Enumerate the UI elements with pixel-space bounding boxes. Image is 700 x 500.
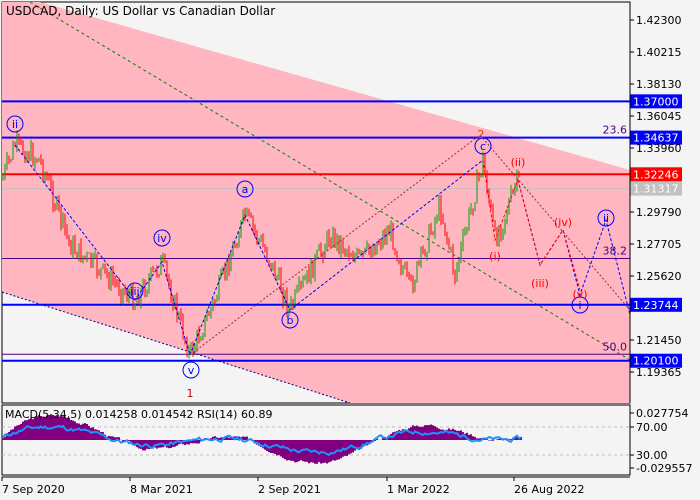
current-price-tag [630,181,682,196]
wave-path [14,144,191,356]
wave-circle [474,137,492,155]
level-tag [630,130,682,145]
wave-label-blue: ii [603,212,609,225]
wave-label-blue: a [242,183,249,196]
wave-label-blue: b [287,314,294,327]
price-tick-label: 1.27705 [636,238,682,251]
price-tick-label: 1.42300 [636,14,682,27]
wave-label-blue: iii [130,285,139,298]
date-label: 2 Sep 2021 [258,483,321,496]
date-label: 8 Mar 2021 [130,483,193,496]
wave-label-red: (i) [489,250,501,263]
wave-label-blue: i [578,299,581,312]
wave-circle [571,296,589,314]
price-tick-label: 1.19365 [636,366,682,379]
price-tick-label: 1.29790 [636,206,682,219]
price-tick-label: 1.33960 [636,142,682,155]
price-tick-label: 1.38130 [636,78,682,91]
level-tag [630,353,682,368]
wave-circle [182,361,200,379]
date-label: 7 Sep 2020 [2,483,65,496]
level-tag [630,167,682,182]
level-label: 1.23744 [633,299,679,312]
level-label: 1.20100 [633,355,679,368]
indicator-tick-label: 70.00 [636,421,668,434]
fib-label: 23.6 [603,124,628,137]
level-tag [630,94,682,109]
wave-path [189,159,484,356]
indicator-tick-label: -0.029557 [636,462,692,475]
wave-label-red: (iii) [531,277,549,290]
wave-channel [479,134,631,311]
wave-circle [597,209,615,227]
level-label: 1.37000 [633,95,679,108]
wave-projection-red [482,159,581,291]
level-label: 1.32246 [633,168,679,181]
price-tick-label: 1.21450 [636,334,682,347]
wave-circle [6,115,24,133]
wave-channel [189,134,481,356]
price-tick-label: 1.25620 [636,270,682,283]
wave-circle [126,282,144,300]
wave-circle [236,180,254,198]
indicator-label: MACD(5,34,5) 0.014258 0.014542 RSI(14) 6… [5,408,273,421]
price-tick-label: 1.36045 [636,110,682,123]
channel-lower-line [1,291,351,404]
level-label: 1.34637 [633,132,679,145]
wave-label-brown: 1 [187,387,194,400]
wave-circle [153,229,171,247]
wave-label-blue: ii [12,118,18,131]
fib-label: 38.2 [603,245,628,258]
current-price-label: 1.31317 [633,183,679,196]
rsi-line [2,424,522,457]
wave-label-brown: 2 [478,128,485,141]
fib-label: 50.0 [603,340,628,353]
indicator-tick-label: 0.027754 [636,407,689,420]
date-label: 1 Mar 2022 [387,483,450,496]
level-tag [630,297,682,312]
date-label: 26 Aug 2022 [514,483,584,496]
wave-label-blue: iv [157,232,167,245]
wave-label-blue: v [188,364,195,377]
wave-label-blue: c [480,140,486,153]
wave-projection [517,179,631,316]
wave-label-red: (ii) [511,156,526,169]
wave-circle [281,311,299,329]
wave-label-red: (v) [572,288,587,301]
indicator-tick-label: 30.00 [636,449,668,462]
wave-label-red: (iv) [554,216,572,229]
trend-line [29,1,631,361]
price-tick-label: 1.40215 [636,46,682,59]
chart-title: USDCAD, Daily: US Dollar vs Canadian Dol… [6,4,276,18]
